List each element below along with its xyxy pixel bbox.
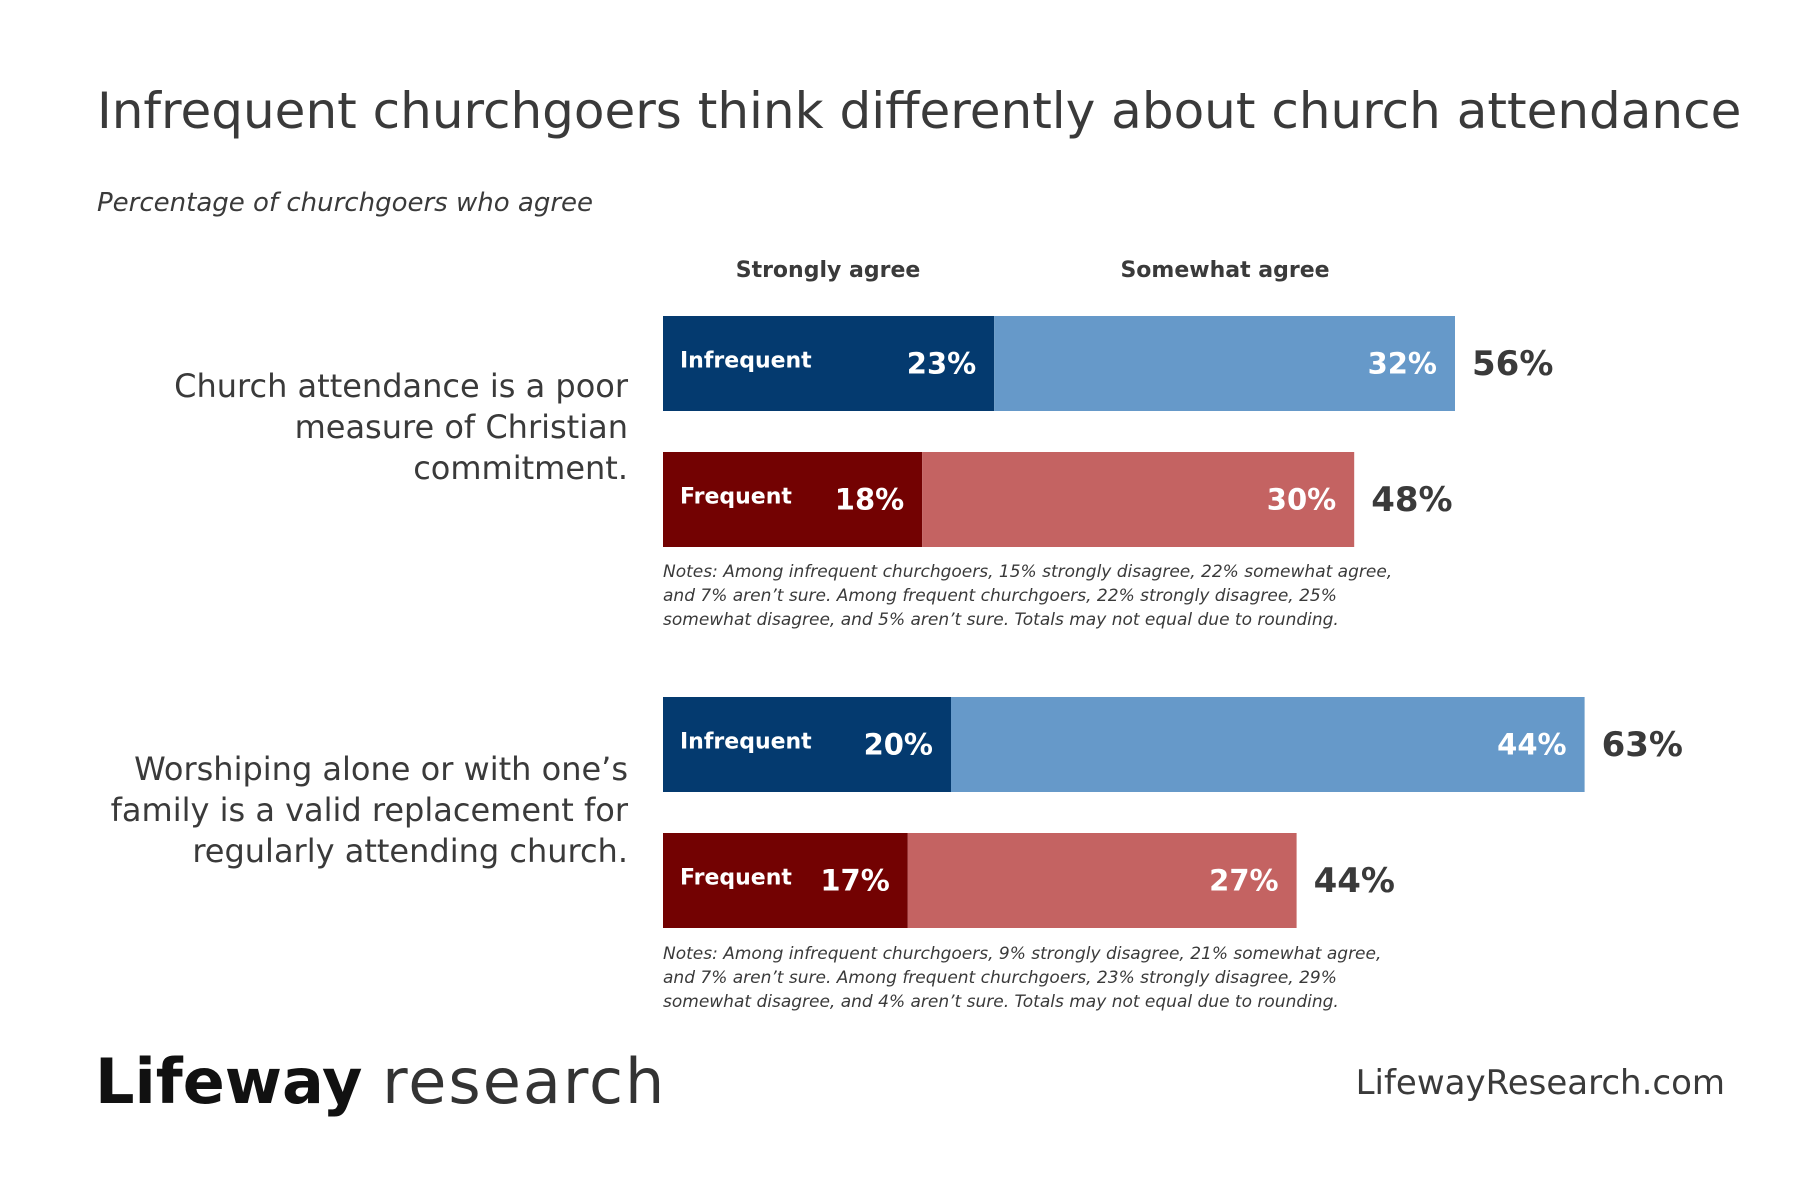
- value-label: 30%: [1267, 483, 1336, 517]
- value-label: 27%: [1209, 864, 1278, 898]
- row-label: Infrequent: [680, 349, 812, 374]
- row-label: Frequent: [680, 485, 792, 510]
- value-label: 20%: [864, 728, 933, 762]
- bar-segment: [922, 452, 1355, 547]
- notes: Notes: Among infrequent churchgoers, 15%…: [663, 562, 1393, 630]
- total-label: 44%: [1314, 861, 1395, 901]
- value-label: 18%: [835, 483, 904, 517]
- row-label: Frequent: [680, 866, 792, 891]
- bar-segment: [663, 697, 951, 792]
- bar-segment: [907, 833, 1297, 928]
- legend-label: Strongly agree: [736, 258, 921, 283]
- chart-subtitle: Percentage of churchgoers who agree: [97, 188, 594, 218]
- bar-segment: [994, 316, 1455, 411]
- total-label: 56%: [1472, 344, 1553, 384]
- notes: Notes: Among infrequent churchgoers, 9% …: [663, 944, 1382, 1012]
- logo-suffix: research: [382, 1045, 667, 1118]
- site-url: LifewayResearch.com: [1355, 1063, 1725, 1103]
- question-label: Church attendance is a poor measure of C…: [174, 367, 628, 487]
- logo: Lifeway research: [95, 1045, 666, 1118]
- value-label: 44%: [1497, 728, 1566, 762]
- value-label: 23%: [907, 347, 976, 381]
- row-label: Infrequent: [680, 730, 812, 755]
- logo-brand: Lifeway: [95, 1045, 363, 1118]
- bar-segment: [951, 697, 1585, 792]
- bar-segment: [663, 316, 995, 411]
- legend-label: Somewhat agree: [1120, 258, 1329, 283]
- value-label: 17%: [820, 864, 889, 898]
- total-label: 63%: [1602, 725, 1683, 765]
- bar-segment: [663, 833, 908, 928]
- chart-title: Infrequent churchgoers think differently…: [97, 82, 1742, 140]
- value-label: 32%: [1368, 347, 1437, 381]
- question-label: Worshiping alone or with one’s family is…: [110, 750, 628, 870]
- bar-segment: [663, 452, 923, 547]
- total-label: 48%: [1371, 480, 1452, 520]
